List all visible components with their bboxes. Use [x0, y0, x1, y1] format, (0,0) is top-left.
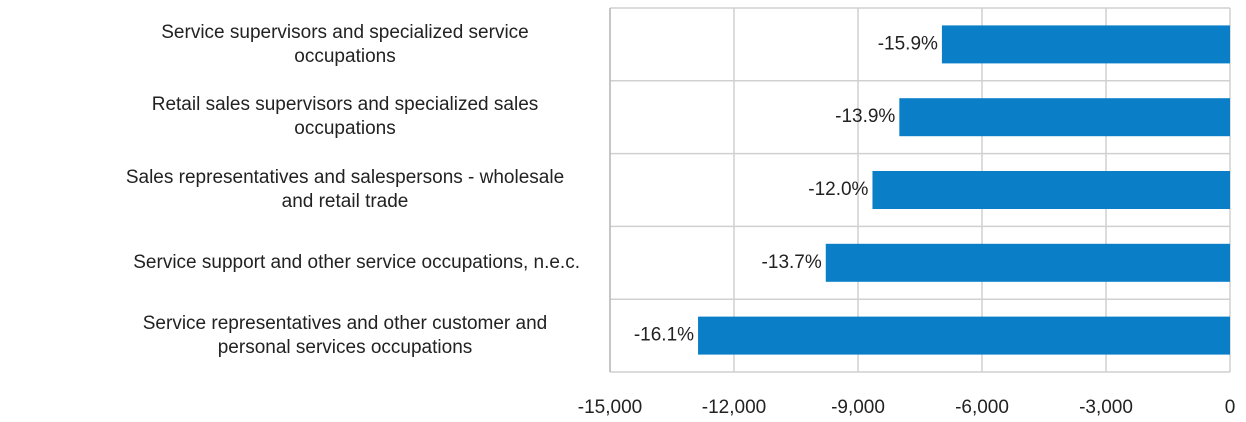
bar — [872, 171, 1230, 209]
category-label-box: Service supervisors and specialized serv… — [0, 8, 580, 81]
category-label-box: Service representatives and other custom… — [0, 299, 580, 372]
y-tick-label: Service support and other service occupa… — [133, 251, 580, 273]
x-tick-label: -9,000 — [831, 397, 885, 418]
y-tick-label: Sales representatives and salespersons -… — [125, 167, 565, 213]
x-tick-label: -6,000 — [955, 397, 1009, 418]
category-label-box: Sales representatives and salespersons -… — [0, 154, 580, 227]
data-label: -12.0% — [808, 179, 868, 200]
category-label-box: Retail sales supervisors and specialized… — [0, 81, 580, 154]
bar — [899, 98, 1230, 137]
x-tick-label: -3,000 — [1079, 397, 1133, 418]
bar — [941, 25, 1230, 64]
y-tick-label: Retail sales supervisors and specialized… — [151, 94, 539, 140]
data-label: -15.9% — [878, 33, 938, 54]
data-label: -13.7% — [762, 252, 822, 273]
bar — [825, 243, 1230, 282]
x-tick-label: 0 — [1225, 397, 1236, 418]
x-tick-label: -12,000 — [702, 397, 766, 418]
category-label-box: Service support and other service occupa… — [0, 226, 580, 299]
y-tick-label: Service supervisors and specialized serv… — [161, 21, 529, 67]
data-label: -16.1% — [634, 325, 694, 346]
data-label: -13.9% — [835, 106, 895, 127]
y-tick-label: Service representatives and other custom… — [142, 312, 548, 358]
bar — [698, 316, 1230, 355]
x-tick-label: -15,000 — [578, 397, 642, 418]
